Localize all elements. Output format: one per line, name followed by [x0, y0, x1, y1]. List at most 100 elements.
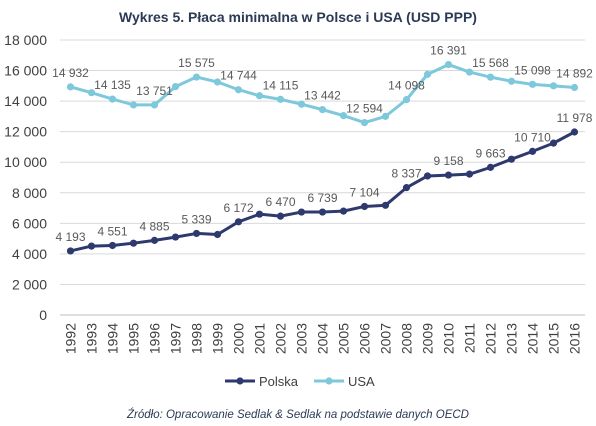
y-tick-label: 16 000 [4, 63, 47, 79]
y-tick-label: 8 000 [12, 185, 47, 201]
data-label-polska: 9 158 [433, 154, 463, 168]
data-point-polska [276, 212, 285, 220]
y-tick-label: 12 000 [4, 124, 47, 140]
y-tick-label: 2 000 [12, 276, 47, 292]
y-tick-label: 0 [39, 307, 47, 323]
data-point-usa [234, 86, 243, 94]
x-tick-label: 2003 [294, 323, 310, 354]
data-label-usa: 14 098 [388, 79, 425, 93]
data-point-polska [381, 201, 390, 209]
data-label-usa: 15 568 [472, 56, 509, 70]
x-tick-label: 1998 [189, 323, 205, 354]
x-tick-label: 1999 [210, 323, 226, 354]
data-point-polska [339, 207, 348, 215]
data-point-polska [360, 202, 369, 211]
x-tick-label: 1996 [147, 323, 163, 354]
data-point-usa [507, 77, 516, 85]
x-tick-label: 2014 [525, 323, 541, 354]
data-point-usa [381, 112, 390, 120]
data-point-usa [339, 112, 348, 120]
data-point-polska [486, 163, 495, 171]
y-axis: 0 2 000 4 000 6 000 8 000 10 000 12 000 14 000 1… [4, 32, 47, 323]
data-point-polska [171, 233, 180, 241]
data-point-usa [402, 96, 411, 104]
y-tick-label: 14 000 [4, 93, 47, 109]
data-label-usa: 15 098 [514, 63, 551, 77]
chart-title: Wykres 5. Płaca minimalna w Polsce i USA… [119, 9, 477, 25]
data-point-polska [87, 242, 96, 250]
data-label-polska: 8 337 [391, 167, 421, 181]
gridlines [60, 39, 585, 316]
x-tick-label: 2005 [336, 323, 352, 354]
x-tick-label: 2011 [462, 323, 478, 353]
x-tick-label: 1993 [84, 323, 100, 354]
data-label-usa: 15 575 [178, 56, 215, 70]
data-point-usa [192, 73, 201, 81]
data-point-usa [423, 70, 432, 78]
x-tick-label: 1992 [63, 323, 79, 354]
y-tick-label: 6 000 [12, 215, 47, 231]
data-point-polska [297, 208, 306, 216]
data-label-usa: 14 892 [556, 66, 593, 80]
legend: Polska USA [225, 374, 375, 389]
data-point-polska [234, 218, 243, 226]
data-point-usa [318, 106, 327, 114]
x-tick-label: 2007 [378, 323, 394, 354]
x-tick-label: 2008 [399, 323, 415, 354]
data-point-polska [444, 171, 453, 179]
x-tick-label: 2016 [567, 323, 583, 354]
data-label-usa: 13 442 [304, 89, 341, 103]
data-point-usa [360, 118, 369, 127]
data-point-usa [171, 82, 180, 91]
data-point-polska [465, 170, 474, 178]
data-label-polska: 6 470 [265, 195, 295, 209]
data-label-polska: 4 551 [97, 224, 127, 238]
data-label-usa: 16 391 [430, 44, 467, 58]
x-tick-label: 1997 [168, 323, 184, 354]
data-label-polska: 6 172 [223, 201, 253, 215]
data-label-polska: 6 739 [307, 191, 337, 205]
data-point-usa [465, 68, 474, 76]
data-point-polska [129, 239, 138, 247]
x-tick-label: 2000 [231, 323, 247, 354]
legend-label-usa: USA [348, 374, 375, 389]
data-point-polska [318, 208, 327, 216]
data-point-polska [402, 184, 411, 192]
data-label-polska: 4 193 [55, 230, 85, 244]
data-point-usa [549, 82, 558, 90]
data-point-usa [150, 101, 159, 109]
data-point-polska [507, 155, 516, 163]
data-label-polska: 9 663 [475, 146, 505, 160]
data-point-polska [192, 229, 201, 238]
data-point-usa [528, 80, 537, 88]
x-tick-label: 2002 [273, 323, 289, 354]
x-tick-label: 1995 [126, 323, 142, 354]
legend-marker-usa [325, 377, 333, 385]
data-point-polska [549, 139, 558, 147]
data-point-polska [255, 210, 264, 218]
y-tick-label: 4 000 [12, 246, 47, 262]
data-point-usa [570, 83, 579, 92]
data-label-usa: 14 932 [52, 66, 89, 80]
data-point-polska [423, 172, 432, 180]
x-tick-label: 2010 [441, 323, 457, 354]
data-label-usa: 14 744 [220, 69, 257, 83]
x-tick-label: 2015 [546, 323, 562, 354]
x-tick-label: 2009 [420, 323, 436, 354]
x-axis: 1992 1993 1994 1995 1996 1997 1998 1999 2000 2001… [63, 323, 583, 354]
data-point-usa [213, 78, 222, 86]
data-label-usa: 13 751 [136, 84, 173, 98]
data-point-usa [87, 89, 96, 97]
data-point-usa [276, 95, 285, 103]
data-point-usa [66, 83, 75, 91]
x-tick-label: 2006 [357, 323, 373, 354]
data-label-polska: 4 885 [139, 219, 169, 233]
y-tick-label: 10 000 [4, 154, 47, 170]
data-point-usa [129, 101, 138, 109]
data-label-polska: 7 104 [349, 185, 379, 199]
source-note: Źródło: Opracowanie Sedlak & Sedlak na p… [126, 408, 469, 421]
legend-marker-polska [236, 377, 244, 385]
y-tick-label: 18 000 [4, 32, 47, 48]
data-point-polska [150, 236, 159, 244]
